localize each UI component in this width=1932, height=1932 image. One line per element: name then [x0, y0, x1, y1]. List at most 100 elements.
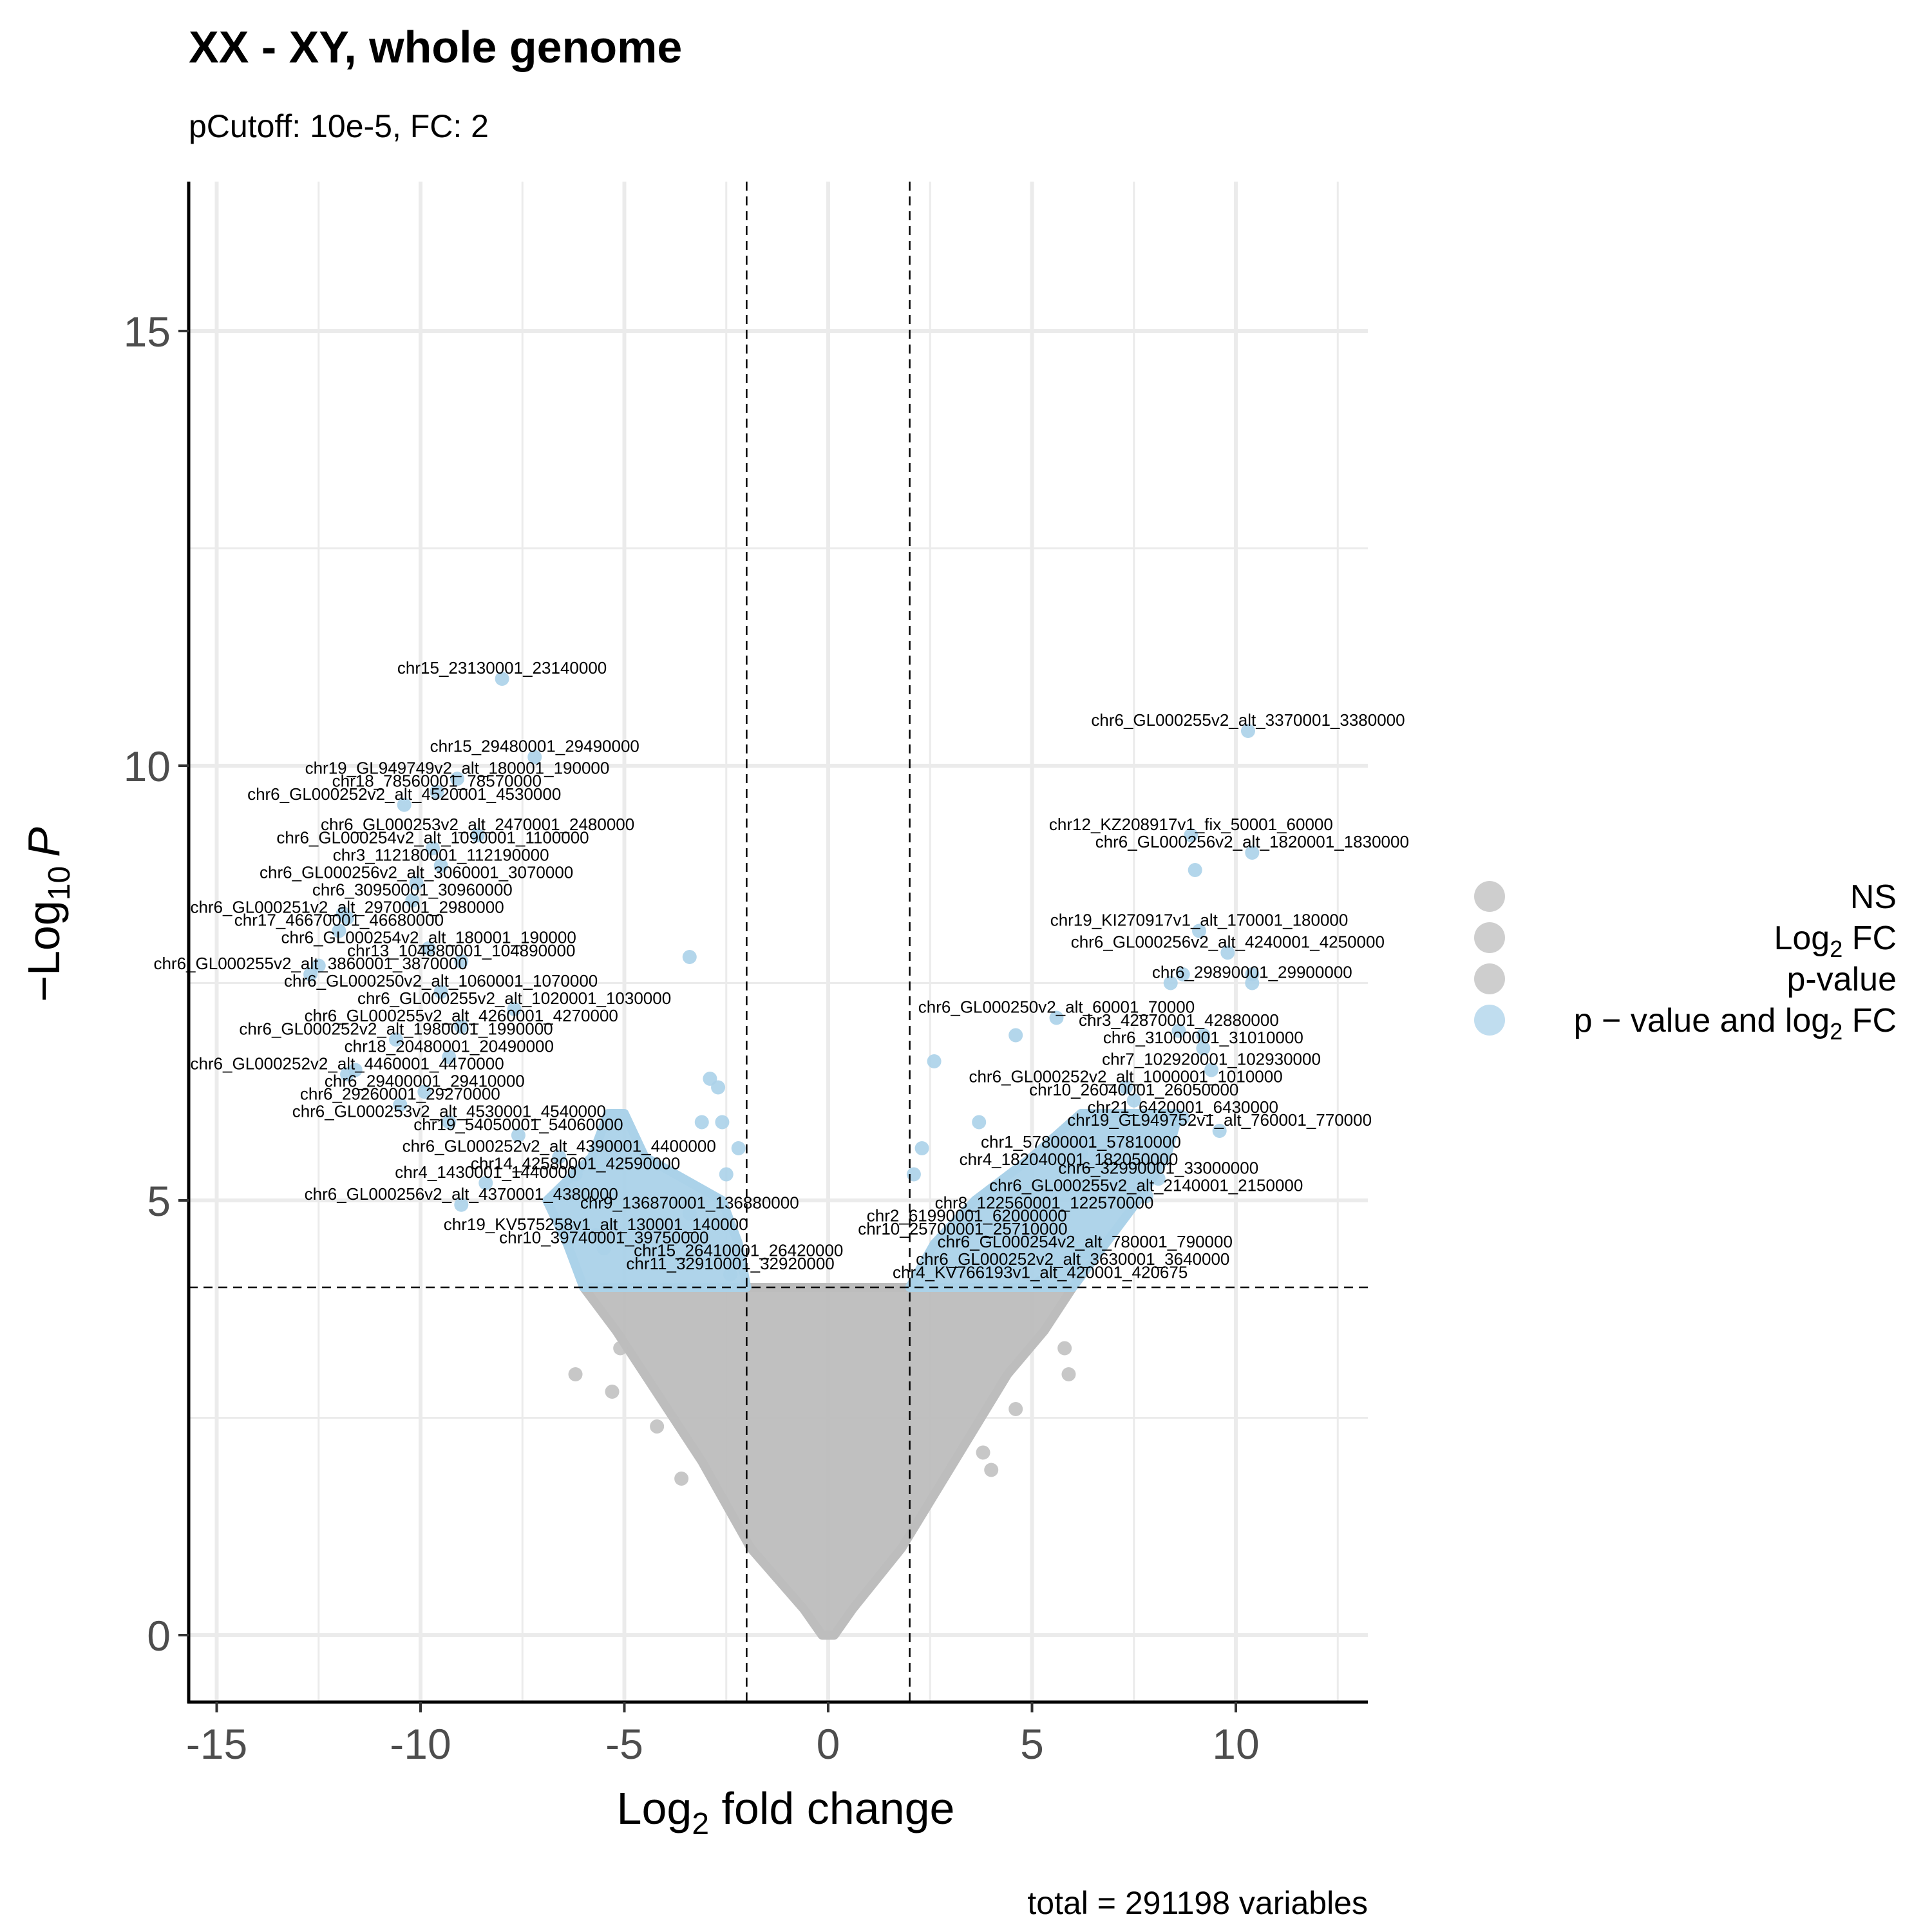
ns-outlier-points — [568, 1341, 1076, 1486]
labeled-point — [723, 1267, 738, 1282]
labeled-point — [397, 797, 412, 812]
point-label: chr6_GL000255v2_alt_3860001_3870000 — [153, 954, 467, 973]
significant-point — [1188, 863, 1202, 877]
point-label: chr1_57800001_57810000 — [981, 1132, 1181, 1151]
point-label: chr19_GL949752v1_alt_760001_770000 — [1067, 1110, 1372, 1130]
point-label: chr6_GL000256v2_alt_3060001_3070000 — [260, 862, 573, 882]
caption-total: total = 291198 variables — [1027, 1885, 1368, 1921]
ns-point — [1061, 1367, 1076, 1381]
cutoff-lines — [189, 182, 1368, 1702]
ns-point — [976, 1445, 990, 1460]
point-label: chr6_GL000252v2_alt_1000001_1010000 — [969, 1067, 1282, 1086]
point-label: chr18_78560001_78570000 — [332, 772, 542, 791]
labeled-point — [409, 876, 424, 891]
chart-title: XX - XY, whole genome — [189, 22, 682, 72]
significant-point — [972, 1115, 987, 1130]
labeled-point — [454, 1019, 469, 1034]
labeled-point — [1171, 1023, 1186, 1038]
point-label: chr6_GL000256v2_alt_1820001_1830000 — [1095, 832, 1409, 851]
y-tick-label: 10 — [124, 743, 171, 790]
point-label: chr6_31000001_31010000 — [1103, 1028, 1303, 1047]
point-label: chr6_GL000253v2_alt_2470001_2480000 — [321, 815, 634, 834]
labeled-point — [1175, 1110, 1190, 1125]
labeled-point — [389, 1032, 404, 1047]
labeled-point — [332, 923, 346, 938]
chart-subtitle: pCutoff: 10e-5, FC: 2 — [189, 108, 489, 144]
labeled-point — [1245, 846, 1260, 860]
ns-point — [1057, 1341, 1072, 1356]
significant-point — [711, 1080, 726, 1095]
labeled-point — [433, 858, 448, 873]
point-label: chr6_32990001_33000000 — [1058, 1158, 1258, 1177]
labeled-point — [478, 1176, 493, 1190]
labeled-point — [470, 828, 485, 842]
axes: -15 -10 -5 0 5 10 0 5 10 15 — [124, 182, 1368, 1768]
point-label: chr4_182040001_182050000 — [960, 1150, 1179, 1169]
labeled-point — [433, 985, 448, 999]
point-label: chr6_GL000254v2_alt_1090001_1100000 — [276, 828, 589, 847]
point-label: chr6_29400001_29410000 — [325, 1071, 525, 1090]
point-label: chr15_29480001_29490000 — [430, 737, 639, 756]
point-label: chr4_1430001_1440000 — [395, 1162, 576, 1182]
labeled-point — [1245, 976, 1260, 990]
point-label: chr3_112180001_112190000 — [333, 845, 549, 864]
labeled-point — [1204, 1063, 1219, 1077]
significant-point — [715, 1115, 730, 1130]
point-label: chr6_GL000254v2_alt_780001_790000 — [938, 1232, 1233, 1251]
labeled-point — [442, 1050, 457, 1065]
point-label: chr10_25700001_25710000 — [858, 1219, 1067, 1238]
significant-point — [731, 1141, 746, 1155]
labeled-point — [731, 1254, 746, 1269]
x-axis-ticks: -15 -10 -5 0 5 10 — [186, 1702, 1260, 1768]
significant-point — [906, 1167, 921, 1182]
significant-point — [914, 1141, 929, 1155]
ns-point — [984, 1463, 999, 1477]
ns-point — [605, 1385, 620, 1399]
point-label: chr6_30950001_30960000 — [312, 880, 513, 899]
labeled-point — [527, 750, 542, 764]
labeled-point — [1151, 1171, 1166, 1186]
point-label: chr6_GL000255v2_alt_1020001_1030000 — [357, 989, 671, 1008]
labeled-point — [421, 941, 436, 956]
labeled-point — [1196, 1041, 1211, 1056]
y-tick-label: 15 — [124, 308, 171, 355]
labeled-point — [417, 1084, 432, 1099]
labeled-point — [1077, 1245, 1092, 1260]
point-label: chr6_GL000253v2_alt_4530001_4540000 — [292, 1102, 606, 1121]
y-axis-title: −Log10P — [19, 827, 77, 1002]
ns-point — [674, 1472, 689, 1486]
point-label: chr21_6420001_6430000 — [1088, 1097, 1278, 1117]
labeled-point — [450, 772, 464, 786]
labeled-point — [1184, 828, 1198, 842]
point-label: chr17_46670001_46680000 — [234, 911, 444, 930]
labeled-point — [393, 1097, 408, 1112]
point-label: chr13_104880001_104890000 — [347, 941, 575, 960]
labeled-point — [340, 1067, 355, 1082]
y-tick-label: 5 — [147, 1177, 171, 1225]
y-axis-ticks: 0 5 10 15 — [124, 308, 189, 1660]
point-label: chr6_GL000250v2_alt_60001_70000 — [918, 998, 1195, 1017]
point-labels: chr15_23130001_23140000 chr15_29480001_29… — [153, 658, 1408, 1282]
legend: NS Log2 FCp-value p − value and log2 FC — [1474, 878, 1897, 1045]
labeled-point — [425, 841, 440, 856]
point-label: chr7_102920001_102930000 — [1102, 1050, 1321, 1069]
point-label: chr6_GL000251v2_alt_2970001_2980000 — [190, 897, 504, 916]
point-label: chr6_GL000252v2_alt_1980001_1990000 — [239, 1019, 553, 1038]
point-label: chr6_GL000255v2_alt_3370001_3380000 — [1091, 710, 1405, 730]
legend-label-both: p − value and log2 FC — [1574, 1002, 1897, 1045]
labeled-point — [1192, 923, 1207, 938]
legend-key-ns — [1474, 881, 1505, 912]
legend-label-fc: Log2 FC — [1774, 920, 1897, 962]
x-tick-label: 0 — [817, 1720, 840, 1768]
point-label: chr19_GL949749v2_alt_180001_190000 — [305, 758, 610, 777]
ns-point — [613, 1341, 628, 1356]
ns-point — [1009, 1402, 1023, 1416]
legend-key-p — [1474, 963, 1505, 994]
point-label: chr8_122560001_122570000 — [935, 1193, 1154, 1212]
significant-point — [719, 1167, 734, 1182]
point-label: chr15_23130001_23140000 — [397, 658, 607, 677]
significant-point — [694, 1115, 709, 1130]
labeled-point — [1061, 1162, 1076, 1177]
ns-point — [568, 1367, 583, 1381]
